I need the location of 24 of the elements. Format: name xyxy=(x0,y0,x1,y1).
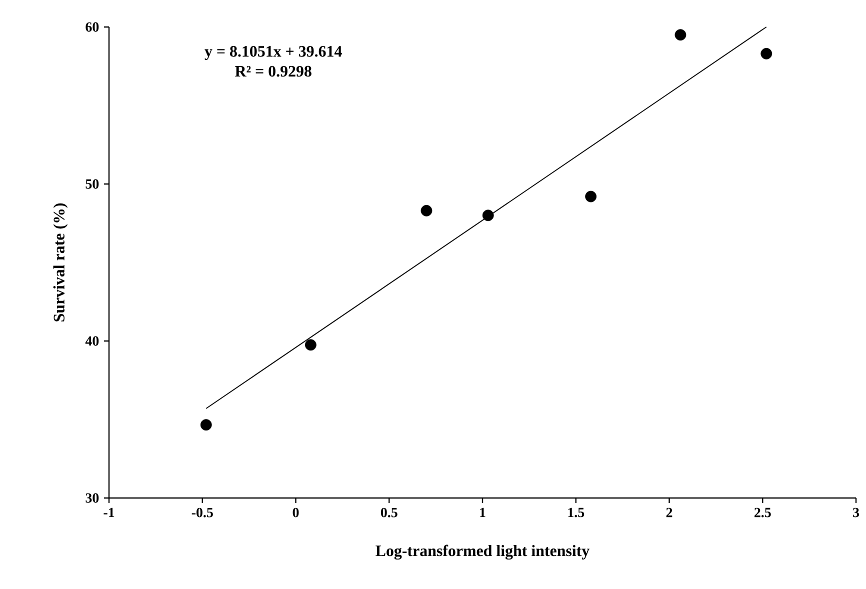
point xyxy=(420,204,432,216)
x-tick-label: -0.5 xyxy=(192,508,213,518)
point xyxy=(305,339,316,351)
y-tick-label: 60 xyxy=(86,22,99,32)
annotation: R² = 0.9298 xyxy=(235,66,312,77)
x-tick-label: 1 xyxy=(480,508,486,518)
point xyxy=(585,190,597,202)
x-tick-label: 0.5 xyxy=(380,508,398,518)
point xyxy=(200,419,212,431)
y-tick-label: 50 xyxy=(86,179,99,189)
x-tick-label: 3 xyxy=(853,508,860,518)
y-tick-label: 40 xyxy=(85,336,99,346)
x-tick-label: 0 xyxy=(292,508,299,518)
y-axis-title: Survival rate (%) xyxy=(53,203,68,322)
x-axis-title: Log-transformed light intensity xyxy=(376,544,590,560)
x-tick-label: 2.5 xyxy=(754,508,771,518)
point xyxy=(760,48,772,60)
point xyxy=(482,210,494,222)
x-tick-label: 2 xyxy=(666,508,672,518)
x-tick-label: 1.5 xyxy=(568,508,584,518)
point xyxy=(674,29,686,41)
y-tick-label: 30 xyxy=(86,493,99,503)
x-tick-label: -1 xyxy=(104,508,114,518)
annotation: y = 8.1051x + 39.614 xyxy=(204,46,342,60)
